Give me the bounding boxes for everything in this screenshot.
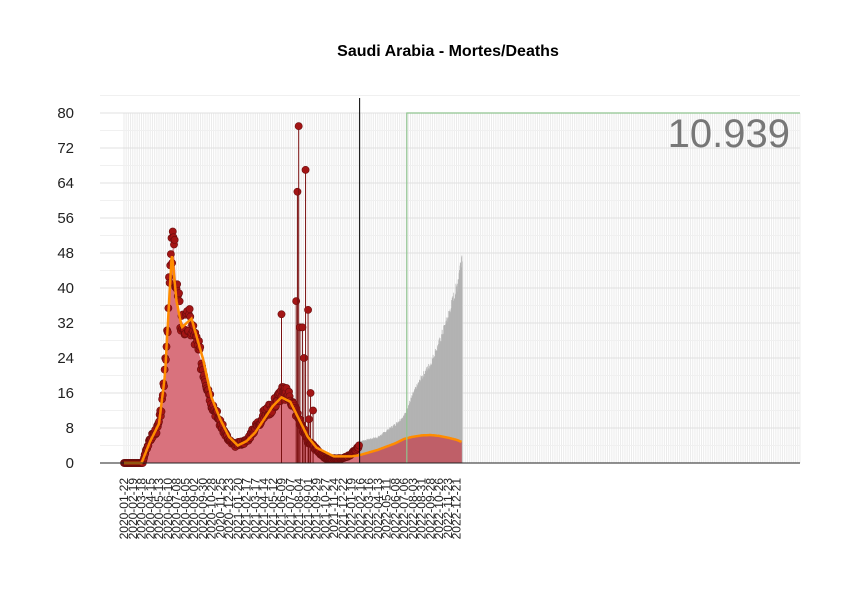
- x-tick-label: 2020-10-28: [205, 478, 219, 540]
- x-tick-label: 2020-05-13: [152, 478, 166, 540]
- x-tick-label: 2021-09-29: [310, 478, 324, 540]
- y-tick-label: 16: [57, 385, 74, 402]
- x-tick-label: 2020-01-22: [117, 478, 131, 540]
- x-tick-label: 2021-06-09: [275, 478, 289, 540]
- x-tick-label: 2020-06-10: [161, 478, 175, 540]
- spike-point: [298, 323, 307, 332]
- y-tick-label: 56: [57, 210, 74, 227]
- spike-point: [293, 187, 302, 196]
- spike-point: [305, 415, 313, 424]
- y-tick-label: 40: [57, 280, 74, 297]
- x-tick-label: 2022-09-28: [423, 478, 437, 540]
- x-tick-label: 2022-01-19: [345, 478, 359, 540]
- x-tick-label: 2021-01-20: [231, 478, 245, 540]
- y-tick-label: 0: [66, 455, 74, 472]
- smooth-lines: [124, 255, 463, 465]
- x-tick-label: 2021-10-27: [318, 478, 332, 540]
- y-tick-label: 48: [57, 245, 74, 262]
- total-annotation: 10.939: [668, 112, 790, 156]
- spike-point: [309, 406, 317, 415]
- x-tick-label: 2020-09-02: [187, 478, 201, 540]
- x-tick-label: 2020-11-25: [213, 478, 227, 539]
- x-tick-label: 2022-12-21: [450, 478, 464, 540]
- y-tick-label: 24: [57, 350, 74, 367]
- x-tick-label: 2021-04-14: [257, 478, 271, 540]
- y-tick-label: 80: [57, 105, 74, 122]
- spike-point: [294, 122, 303, 131]
- range-box: [406, 112, 800, 463]
- x-tick-label: 2022-11-23: [441, 478, 455, 539]
- smooth-line: [124, 255, 360, 465]
- x-tick-label: 2022-08-03: [406, 478, 420, 540]
- x-tick-label: 2020-08-05: [178, 478, 192, 540]
- data-point: [355, 441, 363, 450]
- x-tick-label: 2021-07-07: [283, 478, 297, 540]
- x-tick-label: 2021-08-04: [292, 478, 306, 540]
- x-tick-label: 2021-03-17: [248, 478, 262, 540]
- x-tick-label: 2020-03-18: [135, 478, 149, 540]
- projection-bar: [461, 261, 463, 463]
- x-tick-label: 2022-02-16: [353, 478, 367, 540]
- projection-area: [359, 435, 462, 463]
- spike-point: [277, 310, 286, 319]
- y-tick-label: 8: [66, 420, 74, 437]
- spike-point: [304, 305, 312, 314]
- y-tick-label: 72: [57, 140, 74, 157]
- x-tick-label: 2022-10-26: [432, 478, 446, 540]
- projection-line: [359, 433, 463, 457]
- x-tick-label: 2022-03-16: [362, 478, 376, 540]
- observed-area: [124, 244, 360, 463]
- x-tick-label: 2020-04-15: [143, 478, 157, 540]
- x-tick-label: 2021-09-01: [301, 478, 315, 540]
- spike-point: [292, 297, 301, 306]
- data-point: [185, 305, 194, 313]
- x-tick-label: 2022-04-13: [371, 478, 385, 540]
- x-tick-label: 2022-05-11: [380, 478, 394, 539]
- x-tick-label: 2021-05-12: [266, 478, 280, 540]
- x-tick-label: 2020-09-30: [196, 478, 210, 540]
- x-tick-label: 2021-11-24: [327, 478, 341, 539]
- x-tick-label: 2022-08-31: [415, 478, 429, 540]
- spike-point: [301, 165, 310, 174]
- x-tick-label: 2022-07-06: [397, 478, 411, 540]
- x-tick-label: 2021-12-22: [336, 478, 350, 540]
- x-tick-label: 2020-12-23: [222, 478, 236, 540]
- axes: 0 8 16 24 32 40 48 56 64 72 80 2020-01-222020-02-19…: [57, 98, 800, 539]
- chart-title: Saudi Arabia - Mortes/Deaths: [337, 43, 559, 60]
- projection-bars: [359, 255, 463, 463]
- x-tick-label: 2020-02-19: [126, 478, 140, 540]
- x-tick-label: 2021-02-17: [240, 478, 254, 540]
- y-tick-label: 32: [57, 315, 74, 332]
- x-tick-label: 2022-06-08: [388, 478, 402, 540]
- spike-point: [300, 354, 308, 362]
- x-tick-label: 2020-07-08: [170, 478, 184, 540]
- spike-series: [277, 122, 317, 463]
- spike-point: [306, 389, 315, 397]
- y-tick-label: 64: [57, 175, 74, 192]
- data-point: [170, 236, 179, 244]
